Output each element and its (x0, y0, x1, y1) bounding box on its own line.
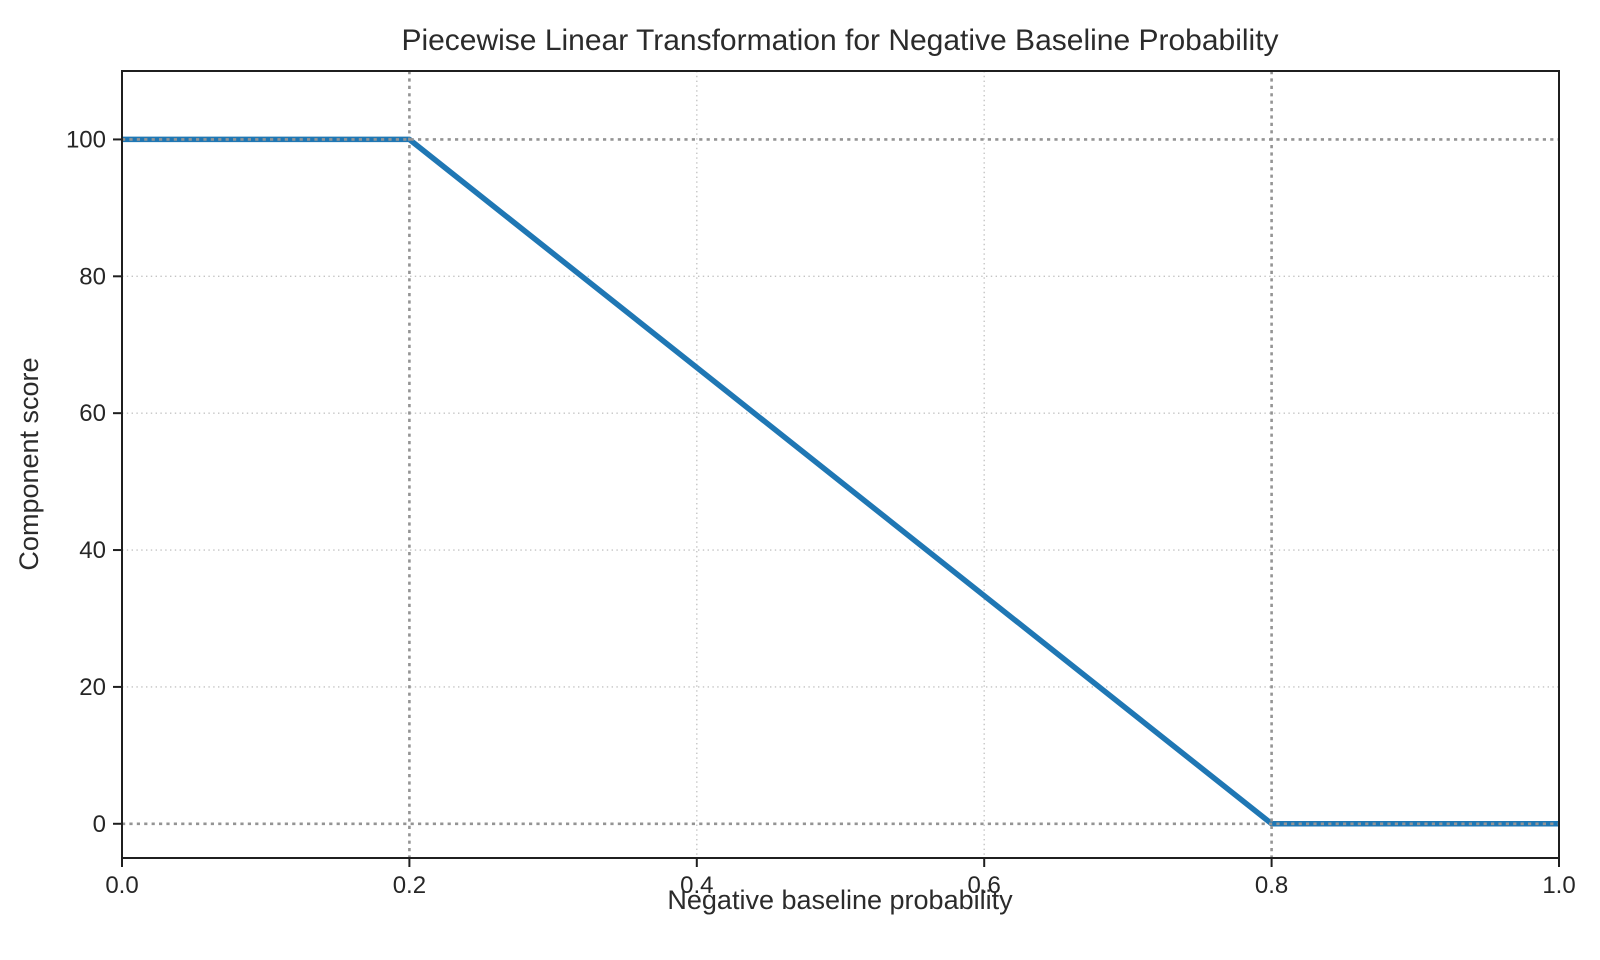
x-tick-label: 1.0 (1542, 872, 1575, 899)
plot-border (121, 70, 1560, 859)
y-tick-label: 40 (79, 537, 106, 564)
x-tick-label: 0.2 (393, 872, 426, 899)
x-tick-label: 0.0 (105, 872, 138, 899)
y-tick-label: 60 (79, 400, 106, 427)
x-tick-label: 0.4 (680, 872, 713, 899)
axis-ticks: 0.0 0.2 0.4 0.6 0.8 1.0 0 20 40 60 80 100 (66, 126, 1576, 899)
y-tick-label: 100 (66, 126, 106, 153)
series-lines (122, 136, 1559, 827)
gridlines (122, 71, 1559, 858)
chart-title: Piecewise Linear Transformation for Nega… (401, 24, 1278, 57)
x-axis-label: Negative baseline probability (667, 885, 1013, 915)
series-line (122, 136, 1559, 827)
y-tick-label: 0 (93, 811, 106, 838)
reference-lines (122, 71, 1559, 858)
x-tick-label: 0.8 (1255, 872, 1288, 899)
x-tick-label: 0.6 (968, 872, 1001, 899)
y-tick-label: 20 (79, 674, 106, 701)
y-axis-label: Component score (14, 357, 44, 570)
y-tick-label: 80 (79, 263, 106, 290)
